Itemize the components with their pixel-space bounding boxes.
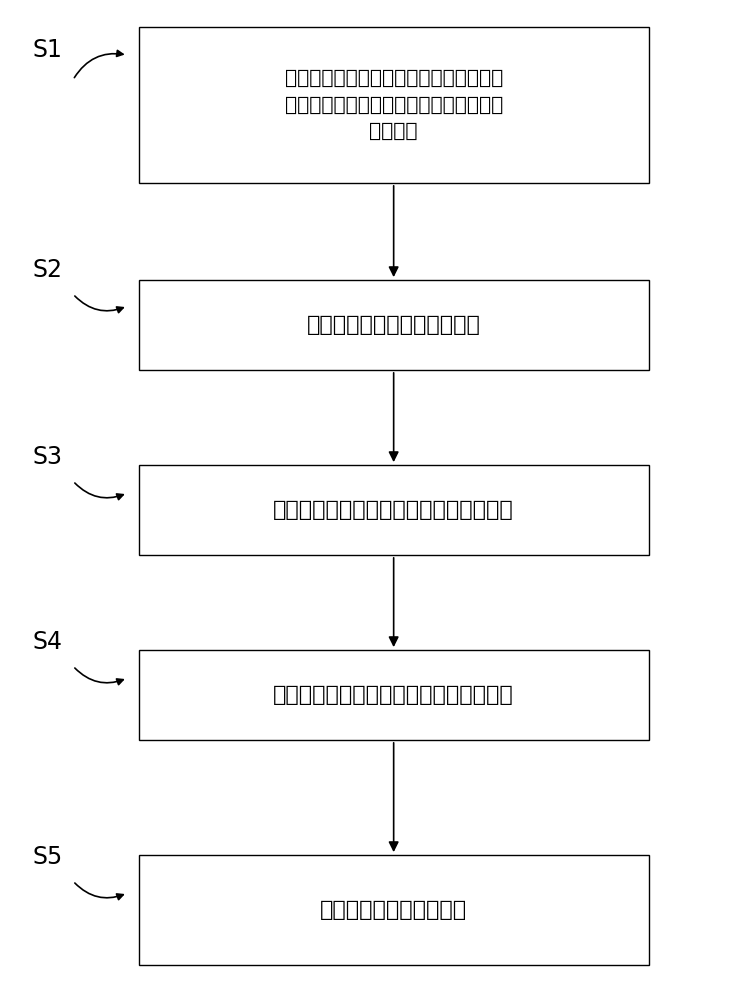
- Text: 扫描待检测设备的二维码: 扫描待检测设备的二维码: [320, 900, 467, 920]
- Text: S1: S1: [33, 38, 62, 62]
- Text: 根据第一巡检路线检测机房内的巡检设备: 根据第一巡检路线检测机房内的巡检设备: [273, 685, 514, 705]
- Text: S2: S2: [32, 258, 63, 282]
- FancyArrowPatch shape: [74, 50, 123, 78]
- Bar: [139, 280, 649, 370]
- Bar: [139, 465, 649, 555]
- Text: 采用二维码技术生成机房内每个巡检设备
的二维码，并将所述二维码设置于相应的
巡检设备: 采用二维码技术生成机房内每个巡检设备 的二维码，并将所述二维码设置于相应的 巡检…: [284, 69, 503, 141]
- FancyArrowPatch shape: [75, 883, 123, 900]
- FancyArrowPatch shape: [75, 296, 123, 313]
- Text: S3: S3: [32, 445, 63, 469]
- Text: S4: S4: [32, 630, 63, 654]
- FancyArrowPatch shape: [75, 483, 123, 500]
- Text: S5: S5: [32, 845, 63, 869]
- Bar: [139, 855, 649, 965]
- Text: 根据所述第一巡检任务生成第一巡检路线: 根据所述第一巡检任务生成第一巡检路线: [273, 500, 514, 520]
- Bar: [139, 650, 649, 740]
- Text: 通过服务器下发第一巡检任务: 通过服务器下发第一巡检任务: [307, 315, 480, 335]
- FancyArrowPatch shape: [75, 668, 123, 685]
- Bar: [139, 27, 649, 182]
